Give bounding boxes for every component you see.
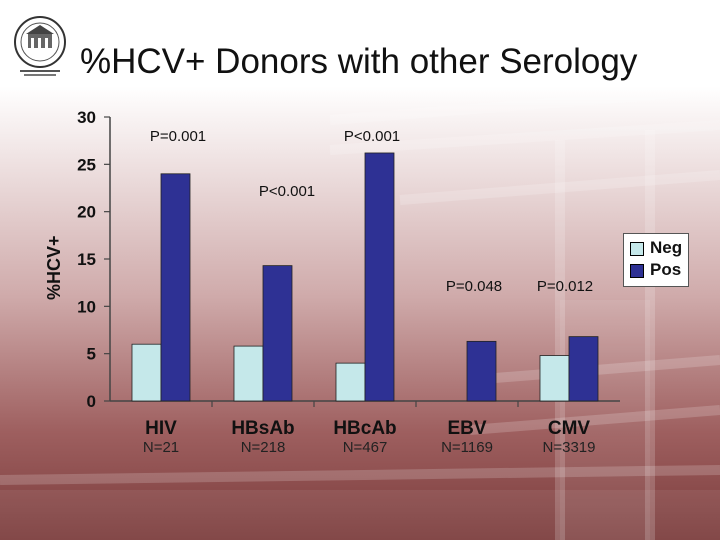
- slide-title: %HCV+ Donors with other Serology: [80, 42, 638, 81]
- y-tick-label: 10: [77, 297, 96, 316]
- bar-pos-hbsab: [262, 265, 293, 402]
- chart-legend: Neg Pos: [623, 233, 689, 287]
- y-tick-label: 5: [87, 345, 96, 364]
- bar-neg-hiv: [131, 343, 162, 402]
- p-value-annotation: P<0.001: [344, 128, 400, 145]
- x-tick-label: HIV: [145, 418, 177, 439]
- category-n-label: N=1169: [441, 439, 493, 456]
- p-value-annotation: P=0.001: [150, 128, 206, 145]
- university-seal-icon: [14, 16, 66, 76]
- x-tick-label: CMV: [548, 418, 591, 439]
- x-tick-label: EBV: [447, 418, 486, 439]
- bar-pos-cmv: [568, 336, 599, 402]
- bar-pos-hiv: [160, 173, 191, 402]
- bar-pos-hbcab: [364, 152, 395, 402]
- category-n-label: N=467: [343, 439, 388, 456]
- y-tick-label: 20: [77, 203, 96, 222]
- y-tick-label: 0: [87, 392, 96, 411]
- bar-neg-hbcab: [335, 362, 366, 402]
- category-n-label: N=21: [143, 439, 179, 456]
- x-tick-label: HBsAb: [231, 418, 294, 439]
- bar-neg-cmv: [539, 355, 570, 402]
- y-tick-label: 15: [77, 250, 96, 269]
- category-n-label: N=218: [241, 439, 286, 456]
- y-tick-label: 30: [77, 108, 96, 127]
- legend-swatch-pos: [630, 264, 644, 278]
- legend-label-neg: Neg: [650, 238, 683, 257]
- y-axis-label: %HCV+: [44, 235, 64, 300]
- category-n-label: N=3319: [543, 439, 596, 456]
- p-value-annotation: P<0.001: [259, 183, 315, 200]
- x-tick-label: HBcAb: [333, 418, 396, 439]
- p-value-annotation: P=0.048: [446, 278, 502, 295]
- bar-pos-ebv: [466, 340, 497, 402]
- legend-swatch-neg: [630, 242, 644, 256]
- p-value-annotation: P=0.012: [537, 278, 593, 295]
- legend-label-pos: Pos: [650, 260, 682, 279]
- bar-neg-hbsab: [233, 345, 264, 402]
- y-tick-label: 25: [77, 155, 96, 174]
